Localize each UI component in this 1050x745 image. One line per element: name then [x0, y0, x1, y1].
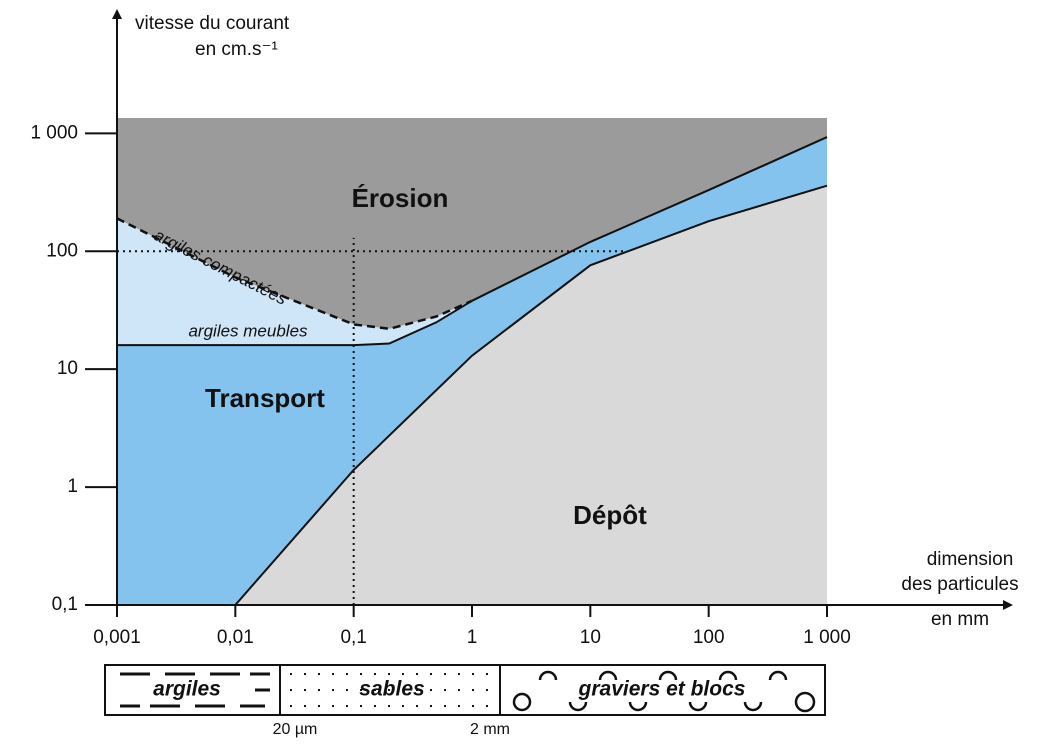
y-tick-label: 0,1: [52, 594, 78, 615]
y-tick-label: 10: [57, 358, 78, 379]
loose-clay-region: [117, 218, 472, 346]
curve: [117, 299, 473, 347]
x-unit: en mm: [931, 609, 989, 630]
scale-segment: sables: [359, 678, 424, 701]
x-tick-label: 0,01: [217, 627, 254, 648]
x-tick-label: 0,1: [340, 627, 366, 648]
scale-limit: 20 µm: [273, 721, 318, 738]
clay-pattern: [120, 672, 270, 708]
sand-pattern: [290, 673, 490, 707]
x-tick-label: 100: [693, 627, 725, 648]
region-label: Transport: [205, 383, 325, 413]
y-tick-label: 1 000: [30, 122, 78, 143]
region-label: Dépôt: [573, 500, 647, 530]
x-tick-label: 1: [467, 627, 478, 648]
curve-label: argiles meubles: [188, 321, 308, 340]
scale-segment: graviers et blocs: [578, 678, 746, 701]
deposit-region: [235, 185, 828, 605]
region-label: Érosion: [352, 183, 449, 213]
gravel-pattern: [512, 670, 816, 713]
curve: [471, 136, 828, 302]
x-tick-label: 1 000: [803, 627, 851, 648]
x-tick-label: 0,001: [93, 627, 141, 648]
x-axis-label: des particules: [901, 574, 1018, 595]
transport-region: [117, 137, 827, 605]
x-tick-label: 10: [580, 627, 601, 648]
y-axis-label: vitesse du courant: [135, 13, 290, 34]
scale-bar: argiles sables graviers et blocs 20 µm 2…: [104, 664, 826, 738]
plot-area: [116, 118, 828, 606]
curve: [234, 184, 828, 606]
scale-limit: 2 mm: [470, 721, 510, 738]
x-axis-label: dimension: [927, 549, 1014, 570]
curve: [116, 217, 473, 331]
y-tick-label: 100: [46, 240, 78, 261]
y-tick-label: 1: [67, 476, 78, 497]
scale-segment: argiles: [153, 678, 221, 701]
y-axis-label: en cm.s⁻¹: [195, 39, 278, 60]
